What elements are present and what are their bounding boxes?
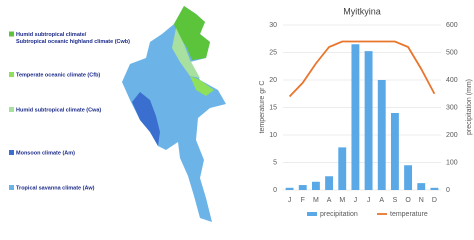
y2-tick-label: 400 bbox=[446, 77, 458, 84]
x-tick-label: S bbox=[393, 197, 398, 204]
y-axis-label: temperature gr C bbox=[259, 81, 266, 134]
x-tick-label: O bbox=[405, 197, 411, 204]
bar bbox=[325, 176, 334, 190]
y-tick-label: 25 bbox=[269, 49, 277, 56]
legend-label: Tropical savanna climate (Aw) bbox=[16, 185, 95, 191]
legend-label: Monsoon climate (Am) bbox=[16, 150, 75, 156]
bar bbox=[377, 80, 386, 190]
x-tick-label: M bbox=[313, 197, 319, 204]
map-legend: Humid subtropical climate/Subtropical oc… bbox=[9, 31, 130, 191]
bar bbox=[298, 185, 307, 190]
bar bbox=[364, 51, 373, 190]
y-tick-label: 5 bbox=[273, 159, 277, 166]
map-region bbox=[122, 6, 226, 222]
bar bbox=[338, 147, 347, 190]
x-tick-label: A bbox=[379, 197, 384, 204]
y2-tick-label: 200 bbox=[446, 132, 458, 139]
legend-swatch bbox=[9, 72, 14, 77]
legend-label: Humid subtropical climate/ bbox=[16, 32, 87, 38]
y2-tick-label: 0 bbox=[446, 187, 450, 194]
chart-title: Myitkyina bbox=[343, 6, 381, 16]
legend-label: temperature bbox=[390, 211, 428, 218]
y2-tick-label: 600 bbox=[446, 22, 458, 29]
legend-label: Temperate oceanic climate (Cfb) bbox=[16, 72, 100, 78]
map-region bbox=[132, 92, 160, 146]
legend-swatch bbox=[9, 150, 14, 155]
x-tick-label: J bbox=[367, 197, 371, 204]
legend-swatch bbox=[9, 185, 14, 190]
bar bbox=[417, 183, 426, 190]
legend-label: Subtropical oceanic highland climate (Cw… bbox=[16, 39, 130, 45]
y2-tick-label: 500 bbox=[446, 49, 458, 56]
y-tick-label: 15 bbox=[269, 104, 277, 111]
x-tick-label: F bbox=[301, 197, 305, 204]
y-tick-label: 30 bbox=[269, 22, 277, 29]
page: Humid subtropical climate/Subtropical oc… bbox=[9, 6, 473, 222]
map-region bbox=[172, 28, 200, 78]
y-tick-label: 20 bbox=[269, 77, 277, 84]
y2-axis-label: precipitation (mm) bbox=[466, 79, 473, 135]
legend-swatch bbox=[9, 31, 14, 37]
y-tick-label: 10 bbox=[269, 132, 277, 139]
y2-tick-label: 100 bbox=[446, 159, 458, 166]
x-tick-label: N bbox=[419, 197, 424, 204]
x-tick-label: A bbox=[327, 197, 332, 204]
x-tick-label: M bbox=[339, 197, 345, 204]
bar bbox=[390, 113, 399, 190]
y2-tick-label: 300 bbox=[446, 104, 458, 111]
bar bbox=[285, 187, 294, 190]
map-region bbox=[174, 6, 210, 60]
legend-label: precipitation bbox=[320, 211, 358, 218]
x-tick-label: J bbox=[354, 197, 358, 204]
bar bbox=[430, 187, 439, 190]
x-tick-label: J bbox=[288, 197, 292, 204]
bar bbox=[311, 181, 320, 190]
line bbox=[288, 40, 436, 98]
x-tick-label: D bbox=[432, 197, 437, 204]
bar bbox=[404, 165, 413, 190]
map-region bbox=[190, 76, 214, 96]
legend-swatch bbox=[9, 107, 14, 112]
bar bbox=[351, 44, 360, 190]
map bbox=[122, 6, 226, 222]
y-tick-label: 0 bbox=[273, 187, 277, 194]
legend-label: Humid subtropical climate (Cwa) bbox=[16, 107, 101, 113]
